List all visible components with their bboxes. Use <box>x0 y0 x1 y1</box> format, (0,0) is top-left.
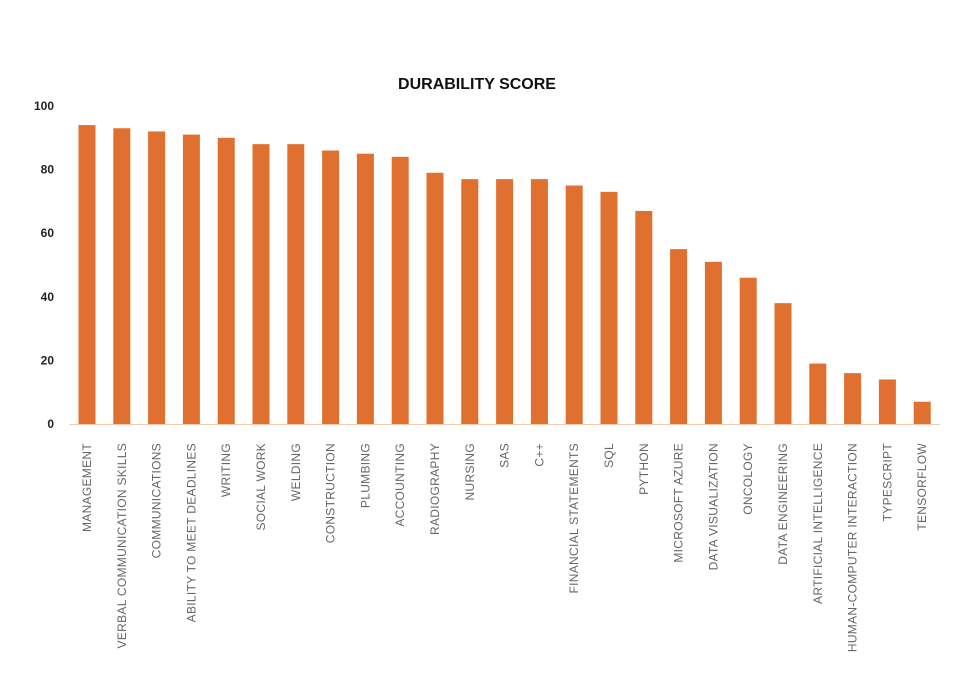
x-tick-label: PLUMBING <box>358 443 372 508</box>
x-axis: MANAGEMENT VERBAL COMMUNICATION SKILLS COM… <box>69 424 940 652</box>
bar <box>600 191 618 424</box>
bar <box>78 125 96 424</box>
bar <box>217 137 235 425</box>
bar <box>461 179 479 424</box>
bar <box>182 134 200 424</box>
x-tick-label: DATA ENGINEERING <box>776 443 790 565</box>
x-tick-label: TYPESCRIPT <box>880 443 894 522</box>
bar <box>670 249 688 424</box>
bar <box>148 131 166 424</box>
bar <box>496 179 514 424</box>
bar <box>635 210 653 424</box>
bars <box>78 125 931 425</box>
y-tick-label: 100 <box>34 99 54 113</box>
bar <box>530 179 548 424</box>
x-tick-label: ONCOLOGY <box>741 443 755 515</box>
x-tick-label: MANAGEMENT <box>80 443 94 532</box>
bar <box>878 379 896 424</box>
x-tick-label: ARTIFICIAL INTELLIGENCE <box>811 443 825 604</box>
bar <box>809 363 827 424</box>
bar <box>113 128 131 424</box>
x-tick-label: SOCIAL WORK <box>254 443 268 531</box>
x-tick-label: SQL <box>602 443 616 468</box>
bar <box>913 401 931 424</box>
y-axis: 100 80 60 40 20 0 <box>34 99 54 431</box>
x-tick-label: TENSORFLOW <box>915 443 929 531</box>
bar <box>565 185 583 424</box>
bar <box>704 261 722 424</box>
x-tick-label: SAS <box>498 443 512 468</box>
x-tick-label: HUMAN-COMPUTER INTERACTION <box>846 443 860 652</box>
y-tick-label: 0 <box>47 417 54 431</box>
bar <box>844 373 862 424</box>
bar <box>322 150 340 424</box>
x-tick-label: WELDING <box>289 443 303 501</box>
bar <box>356 153 374 424</box>
bar <box>252 144 270 424</box>
bar <box>287 144 305 424</box>
x-tick-label: RADIOGRAPHY <box>428 443 442 535</box>
x-tick-label: PYTHON <box>637 443 651 495</box>
x-tick-label: COMMUNICATIONS <box>150 443 164 558</box>
x-tick-label: ABILITY TO MEET DEADLINES <box>184 443 198 622</box>
bar <box>774 303 792 424</box>
x-tick-label: MICROSOFT AZURE <box>672 443 686 563</box>
x-tick-label: DATA VISUALIZATION <box>706 443 720 570</box>
y-tick-label: 20 <box>41 353 55 367</box>
x-tick-label: C++ <box>532 443 546 467</box>
bar <box>426 172 444 424</box>
bar <box>739 277 757 424</box>
x-tick-label: ACCOUNTING <box>393 443 407 527</box>
x-tick-label: CONSTRUCTION <box>324 443 338 543</box>
x-tick-label: VERBAL COMMUNICATION SKILLS <box>115 443 129 648</box>
y-tick-label: 60 <box>41 226 55 240</box>
y-tick-label: 40 <box>41 290 55 304</box>
x-tick-label: NURSING <box>463 443 477 500</box>
y-tick-label: 80 <box>41 163 55 177</box>
chart-title: DURABILITY SCORE <box>398 76 556 93</box>
bar <box>391 156 409 424</box>
x-tick-label: FINANCIAL STATEMENTS <box>567 443 581 593</box>
x-tick-label: WRITING <box>219 443 233 497</box>
